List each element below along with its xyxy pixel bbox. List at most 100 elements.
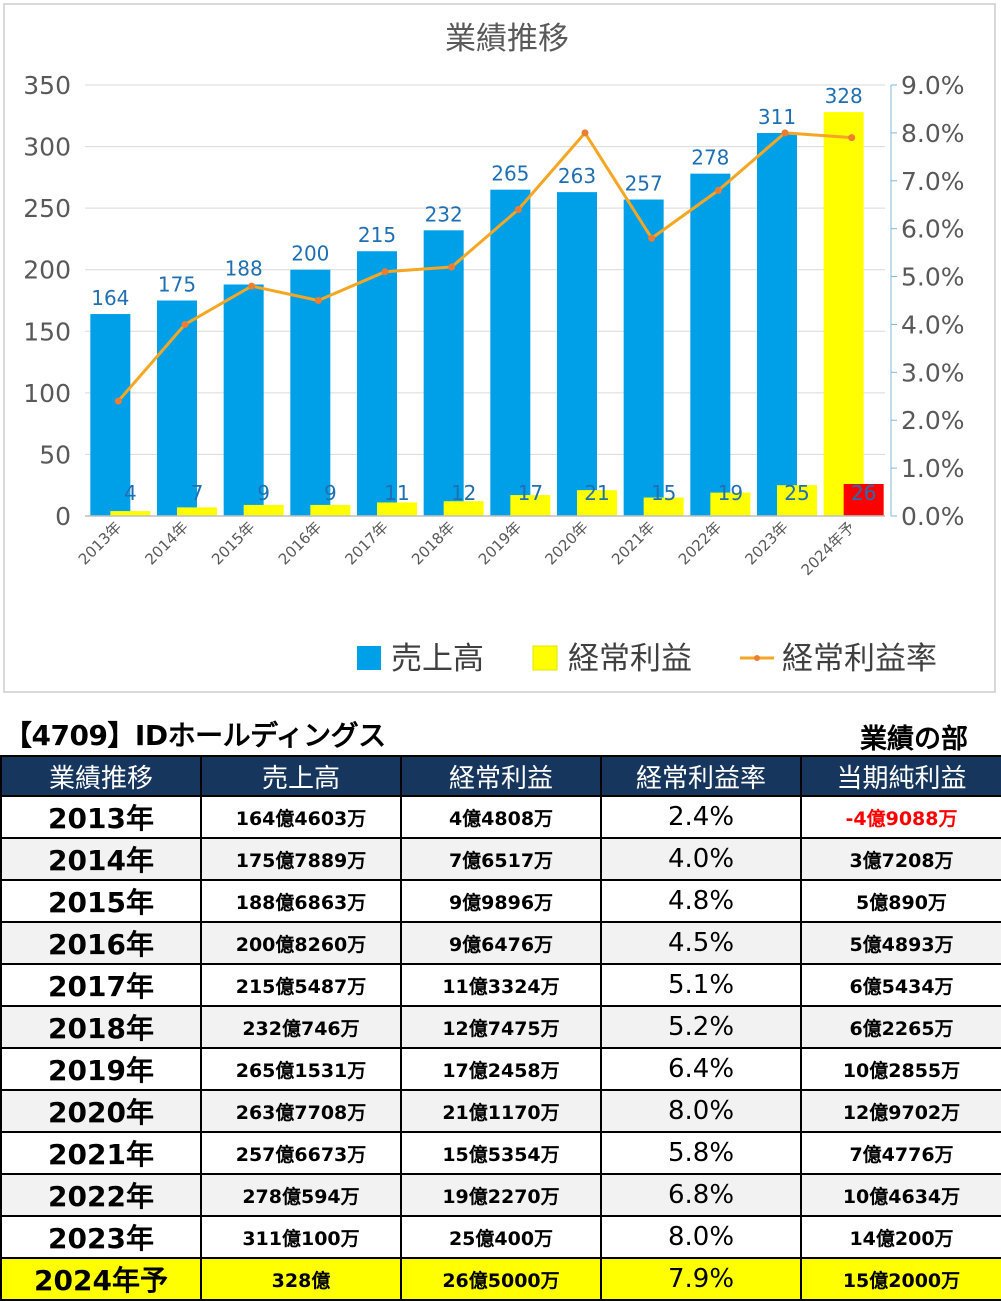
- bar-ordinary: [243, 504, 284, 516]
- x-tick-label: 2014年: [141, 518, 191, 568]
- cell-rate: 5.1%: [600, 963, 802, 1007]
- chart-panel: 業績推移 164 4 175 7 188 9 200 9 215 11 232 12 265 17 263 2…: [3, 3, 996, 693]
- cell-sales: 164億4603万: [200, 795, 402, 839]
- y-right-tick-label: 7.0%: [901, 167, 965, 196]
- y-left-tick-label: 50: [39, 440, 71, 469]
- data-label-ordinary: 26: [851, 481, 876, 505]
- table-row: 2021年 257億6673万 15億5354万 5.8% 7億4776万: [0, 1131, 1001, 1175]
- y-right-tick-label: 6.0%: [901, 215, 965, 244]
- table-row: 2019年 265億1531万 17億2458万 6.4% 10億2855万: [0, 1047, 1001, 1091]
- performance-table: 業績推移 売上高 経常利益 経常利益率 当期純利益 2013年 164億4603万…: [0, 755, 1001, 1301]
- table-row: 2015年 188億6863万 9億9896万 4.8% 5億890万: [0, 879, 1001, 923]
- cell-ordinary: 12億7475万: [400, 1005, 602, 1049]
- bar-sales: [290, 269, 331, 516]
- data-label-sales: 265: [491, 162, 529, 186]
- table-row: 2022年 278億594万 19億2270万 6.8% 10億4634万: [0, 1173, 1001, 1217]
- legend-label-rate: 経常利益率: [782, 641, 937, 677]
- data-label-ordinary: 4: [124, 481, 137, 505]
- cell-sales: 263億7708万: [200, 1089, 402, 1133]
- table-row: 2023年 311億100万 25億400万 8.0% 14億200万: [0, 1215, 1001, 1259]
- data-label-ordinary: 12: [451, 481, 476, 505]
- cell-ordinary: 15億5354万: [400, 1131, 602, 1175]
- x-tick-label: 2018年: [408, 518, 458, 568]
- y-left-tick-label: 300: [23, 133, 71, 162]
- table-row: 2014年 175億7889万 7億6517万 4.0% 3億7208万: [0, 837, 1001, 881]
- column-header-net: 当期純利益: [800, 755, 1001, 797]
- bar-ordinary: [443, 501, 484, 516]
- cell-net: -4億9088万: [800, 795, 1001, 839]
- cell-net: 5億4893万: [800, 921, 1001, 965]
- data-label-sales: 278: [691, 146, 729, 170]
- data-label-sales: 164: [91, 286, 129, 310]
- cell-rate: 5.8%: [600, 1131, 802, 1175]
- point-ordinary-rate: [314, 297, 322, 304]
- cell-year: 2017年: [0, 963, 202, 1007]
- point-ordinary-rate: [714, 186, 722, 194]
- data-label-ordinary: 9: [324, 481, 337, 505]
- column-header-ordinary: 経常利益: [400, 755, 602, 797]
- cell-sales: 278億594万: [200, 1173, 402, 1217]
- y-right-tick-label: 4.0%: [901, 310, 965, 339]
- x-tick-label: 2017年: [341, 518, 391, 568]
- point-ordinary-rate: [114, 397, 122, 405]
- bar-sales: [223, 284, 264, 516]
- bar-sales: [557, 192, 597, 517]
- bar-ordinary: [377, 502, 417, 516]
- cell-net: 14億200万: [800, 1215, 1001, 1259]
- data-label-sales: 232: [425, 202, 463, 226]
- data-label-sales: 188: [225, 256, 263, 280]
- cell-ordinary: 26億5000万: [400, 1257, 602, 1301]
- bar-ordinary: [577, 490, 617, 516]
- point-ordinary-rate: [181, 320, 189, 328]
- cell-ordinary: 9億9896万: [400, 879, 602, 923]
- data-label-sales: 257: [625, 172, 663, 196]
- line-ordinary-rate: [117, 131, 852, 403]
- cell-sales: 265億1531万: [200, 1047, 402, 1091]
- cell-rate: 8.0%: [600, 1215, 802, 1259]
- y-right-tick-label: 3.0%: [901, 358, 965, 387]
- data-label-sales: 200: [291, 242, 329, 266]
- legend-swatch-ordinary: [532, 645, 558, 671]
- bar-ordinary: [310, 504, 351, 516]
- legend-marker-rate: [754, 655, 760, 661]
- point-ordinary-rate: [381, 268, 389, 276]
- bar-sales: [490, 189, 531, 516]
- cell-year: 2018年: [0, 1005, 202, 1049]
- table-row: 2020年 263億7708万 21億1170万 8.0% 12億9702万: [0, 1089, 1001, 1133]
- y-left-tick-label: 350: [23, 71, 71, 100]
- company-title: 【4709】IDホールディングス: [4, 719, 386, 752]
- cell-year: 2019年: [0, 1047, 202, 1091]
- cell-rate: 8.0%: [600, 1089, 802, 1133]
- data-label-ordinary: 17: [518, 481, 543, 505]
- point-ordinary-rate: [648, 234, 656, 242]
- legend-swatch-sales: [357, 646, 381, 670]
- table-row: 2016年 200億8260万 9億6476万 4.5% 5億4893万: [0, 921, 1001, 965]
- data-label-ordinary: 25: [784, 481, 809, 505]
- cell-rate: 4.0%: [600, 837, 802, 881]
- bar-sales: [623, 199, 664, 516]
- x-tick-label: 2021年: [608, 518, 658, 568]
- chart-title: 業績推移: [445, 21, 569, 57]
- table-row: 2017年 215億5487万 11億3324万 5.1% 6億5434万: [0, 963, 1001, 1007]
- bar-sales: [157, 300, 197, 516]
- cell-year: 2016年: [0, 921, 202, 965]
- data-label-sales: 215: [358, 223, 396, 247]
- bar-ordinary: [710, 492, 751, 516]
- cell-sales: 200億8260万: [200, 921, 402, 965]
- column-header-sales: 売上高: [200, 755, 402, 797]
- cell-sales: 175億7889万: [200, 837, 402, 881]
- y-left-tick-label: 250: [23, 194, 71, 223]
- cell-net: 5億890万: [800, 879, 1001, 923]
- bar-sales: [690, 173, 731, 517]
- bar-sales: [823, 112, 864, 516]
- bar-sales: [423, 230, 464, 516]
- data-label-ordinary: 21: [584, 481, 609, 505]
- y-left-tick-label: 0: [55, 502, 71, 531]
- cell-sales: 215億5487万: [200, 963, 402, 1007]
- y-left-tick-label: 100: [23, 379, 71, 408]
- bar-ordinary: [777, 485, 817, 516]
- data-label-sales: 175: [158, 273, 196, 297]
- data-label-ordinary: 7: [191, 481, 204, 505]
- bar-ordinary: [510, 495, 551, 516]
- cell-net: 12億9702万: [800, 1089, 1001, 1133]
